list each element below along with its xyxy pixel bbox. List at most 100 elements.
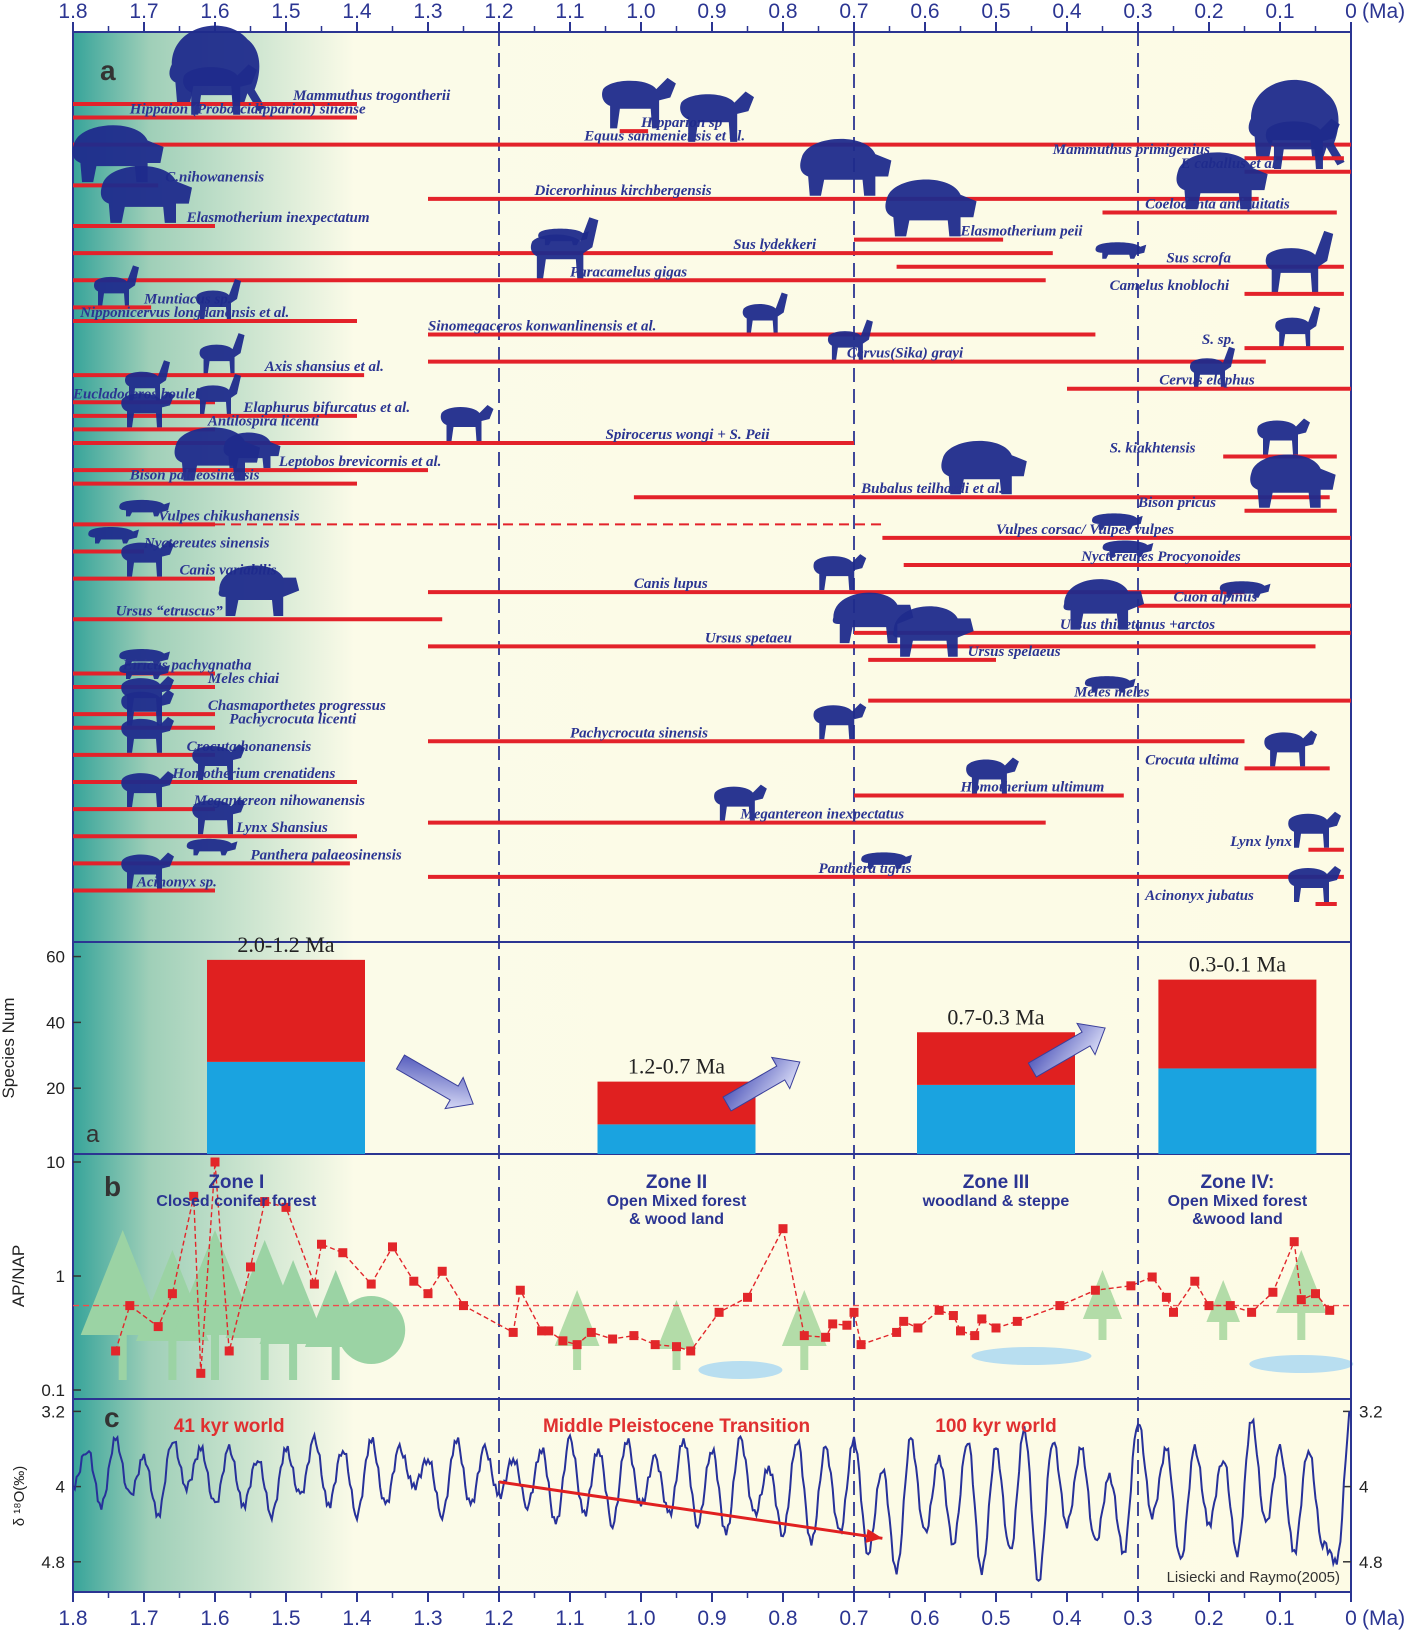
ap-nap-point bbox=[899, 1316, 909, 1326]
ap-nap-point bbox=[1147, 1272, 1157, 1282]
tree-trunk bbox=[1098, 1315, 1107, 1340]
tree-icon bbox=[656, 1300, 697, 1370]
species-label: Panthera tigris bbox=[819, 861, 912, 877]
panel-a-bar-label: a bbox=[86, 1121, 100, 1148]
lynx-icon bbox=[192, 798, 245, 835]
bottom-tick-label: 1.5 bbox=[271, 1607, 300, 1630]
ap-nap-point bbox=[388, 1242, 397, 1252]
ap-nap-point bbox=[1161, 1292, 1171, 1302]
top-tick-label: 0.8 bbox=[768, 0, 797, 23]
top-tick-label: 0.6 bbox=[910, 0, 939, 23]
bottom-tick-label: 1.3 bbox=[413, 1607, 442, 1630]
bar-y-axis-title: Species Num bbox=[0, 997, 18, 1098]
species-row: Equus sanmeniensis et al. bbox=[73, 91, 1351, 147]
species-label: Cervus elaphus bbox=[1159, 373, 1255, 389]
antelope-icon bbox=[440, 404, 494, 441]
tree-crown bbox=[1082, 1270, 1123, 1319]
ap-nap-point bbox=[586, 1327, 596, 1337]
species-label: Panthera palaeosinensis bbox=[251, 847, 402, 863]
bottom-tick-label: 1.1 bbox=[555, 1607, 584, 1630]
ap-nap-point bbox=[977, 1314, 987, 1324]
top-tick-label: 1.6 bbox=[200, 0, 229, 23]
zone-title: Zone I bbox=[208, 1172, 264, 1193]
panel-c-label: c bbox=[104, 1402, 120, 1433]
tree-trunk bbox=[331, 1341, 340, 1380]
species-row: Homotherium ultimum bbox=[854, 757, 1124, 798]
deer-icon bbox=[742, 292, 788, 335]
bottom-tick-label: 0.3 bbox=[1123, 1607, 1152, 1630]
species-label: S. sp. bbox=[1202, 332, 1235, 348]
species-row: Nyctereutes Procyonoides bbox=[903, 540, 1351, 568]
weasel-icon bbox=[119, 648, 170, 666]
species-row: Ursus “etruscus” bbox=[73, 565, 443, 622]
species-label: Paracamelus gigas bbox=[570, 264, 687, 280]
species-label: Equus sanmeniensis et al. bbox=[583, 129, 745, 145]
ap-nap-point bbox=[1311, 1289, 1320, 1299]
top-tick-label: 0.1 bbox=[1265, 0, 1294, 23]
species-label: Chasmaporthetes progressus bbox=[208, 698, 386, 714]
ap-nap-point bbox=[1090, 1285, 1100, 1295]
species-label: Camelus knoblochi bbox=[1110, 278, 1230, 294]
ap-nap-point bbox=[778, 1224, 788, 1234]
antelope-icon bbox=[121, 391, 174, 428]
iso-y-tick-label-right: 3.2 bbox=[1359, 1402, 1383, 1421]
species-row: Panthera tigris bbox=[428, 852, 1344, 879]
species-label: Ursus spelaeus bbox=[968, 644, 1061, 660]
tree-crown bbox=[781, 1290, 827, 1346]
top-tick-label: 1.0 bbox=[626, 0, 655, 23]
iso-y-tick-label-left: 4.8 bbox=[41, 1553, 65, 1572]
top-tick-label: 0 bbox=[1345, 0, 1357, 23]
species-label: Cervus(Sika) grayi bbox=[847, 346, 964, 362]
ap-nap-point bbox=[153, 1322, 163, 1332]
species-label: Vulpes chikushanensis bbox=[158, 508, 299, 524]
deer-icon bbox=[125, 360, 170, 403]
bottom-tick-label: 1.4 bbox=[342, 1607, 372, 1630]
raccoon-dog-icon bbox=[88, 526, 139, 544]
species-label: Bubalus teilhardi et al. bbox=[860, 481, 1003, 497]
bottom-tick-label: 0.9 bbox=[697, 1607, 726, 1630]
zone-description-line-1: Open Mixed forest bbox=[1168, 1193, 1308, 1210]
bottom-tick-label: 0.8 bbox=[768, 1607, 797, 1630]
bar-period-label: 0.7-0.3 Ma bbox=[947, 1004, 1044, 1029]
species-label: Mammuthus primigenius bbox=[1052, 142, 1210, 158]
ap-nap-point bbox=[111, 1346, 121, 1356]
fox-icon bbox=[119, 499, 170, 517]
mpt-trend-arrow-line bbox=[498, 1480, 883, 1540]
tree-trunk bbox=[260, 1331, 269, 1380]
water-icon bbox=[1249, 1355, 1354, 1373]
ap-nap-point bbox=[125, 1301, 135, 1311]
ap-nap-point bbox=[210, 1157, 220, 1167]
species-row: Lynx Shansius bbox=[73, 798, 357, 839]
tree-trunk bbox=[1219, 1319, 1228, 1340]
bar-upper-segment bbox=[207, 959, 365, 1062]
ap-nap-point bbox=[991, 1323, 1001, 1333]
ap-nap-point bbox=[892, 1327, 902, 1337]
bar-lower-segment bbox=[1158, 1068, 1317, 1154]
zone-description-line-2: & wood land bbox=[629, 1211, 724, 1228]
ap-nap-point bbox=[437, 1266, 447, 1276]
top-tick-label: 1.3 bbox=[413, 0, 442, 23]
top-axis-unit: (Ma) bbox=[1362, 0, 1405, 23]
bar-period-label: 1.2-0.7 Ma bbox=[628, 1054, 725, 1079]
ap-nap-point bbox=[1296, 1295, 1306, 1305]
iso-annotation: 41 kyr world bbox=[174, 1416, 285, 1437]
species-label: Ursus spetaeu bbox=[705, 630, 792, 646]
species-label: Elasmotherium peii bbox=[960, 224, 1084, 240]
species-label: Bison palaeosinensis bbox=[129, 468, 260, 484]
species-row: Dicerorhinus kirchbergensis bbox=[428, 138, 1259, 201]
tree-crown bbox=[1206, 1280, 1240, 1322]
species-label: Lynx Shansius bbox=[235, 820, 328, 836]
tree-trunk bbox=[118, 1327, 127, 1380]
zone-description-line-1: Open Mixed forest bbox=[607, 1193, 747, 1210]
badger-icon bbox=[1084, 676, 1136, 693]
ap-nap-point bbox=[572, 1340, 582, 1350]
species-label: Canis lupus bbox=[634, 576, 708, 592]
species-row: Acinonyx sp. bbox=[73, 852, 217, 893]
ap-nap-point bbox=[338, 1248, 348, 1258]
ap-nap-point bbox=[608, 1334, 618, 1344]
camel-icon bbox=[530, 217, 599, 281]
species-row: Pachycrocuta licenti bbox=[73, 689, 357, 730]
trend-down-arrow-icon bbox=[395, 1054, 474, 1110]
bottom-tick-label: 1.0 bbox=[626, 1607, 655, 1630]
